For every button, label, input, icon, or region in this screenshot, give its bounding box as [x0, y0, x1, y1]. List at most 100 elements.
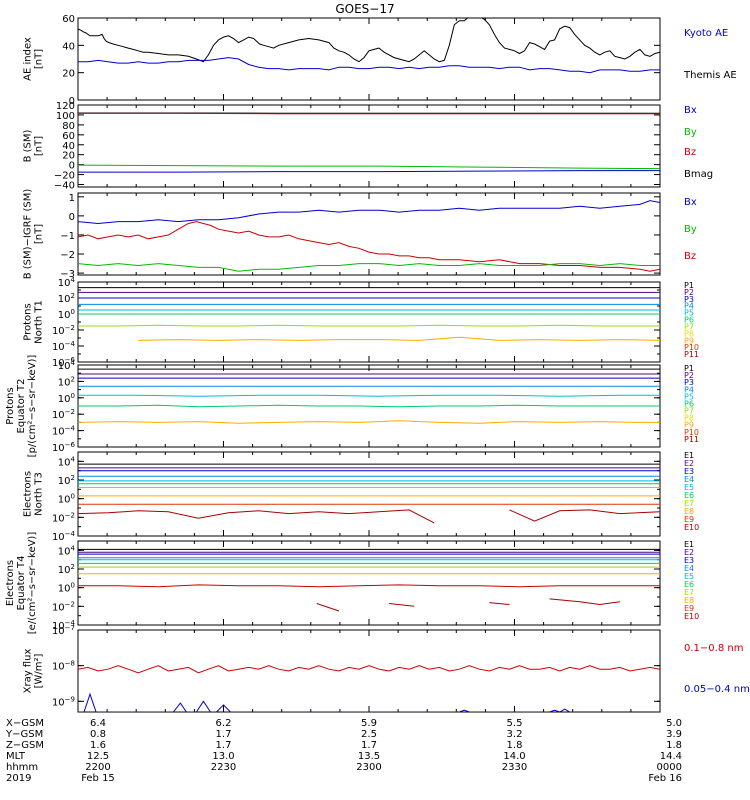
series-line-eequator-11 — [489, 602, 510, 605]
series-line-xray-1 — [78, 692, 575, 712]
y-tick-label: 100 — [58, 493, 75, 506]
time-tick-label-gsm_z: 1.7 — [216, 740, 232, 751]
legend-label: Kyoto AE — [684, 28, 728, 39]
series-line-bsm-3 — [78, 170, 660, 173]
legend-label: Bx — [684, 197, 697, 208]
legend-xray: 0.1−0.8 nm 0.05−0.4 nm — [684, 643, 750, 695]
y-tick-label: −1 — [60, 231, 75, 242]
time-tick-label-gsm_y: 3.2 — [507, 729, 523, 740]
y-tick-label: 10−2 — [52, 324, 75, 337]
legend-label: P1 — [684, 364, 694, 373]
y-tick-label: 40 — [62, 41, 75, 52]
y-axis-label: [p/(cm²−s−sr−keV)] — [27, 355, 38, 458]
panel-eequator: 104 102 100 10−2 10−4 Electrons Equator T4 [e/(… — [5, 532, 699, 635]
y-tick-label: 10−2 — [52, 408, 75, 421]
y-tick-label: −20 — [54, 171, 75, 182]
y-tick-label: 10−6 — [52, 356, 76, 369]
y-tick-label: 20 — [62, 69, 75, 80]
legend-label: P4 — [684, 385, 694, 394]
panel-frame — [77, 192, 661, 276]
time-row-label: Z−GSM — [6, 740, 44, 751]
legend-label: E2 — [684, 548, 694, 557]
y-tick-label: 10−7 — [52, 624, 75, 637]
time-tick-label-gsm_z: 1.8 — [507, 740, 523, 751]
y-tick-label: 10−8 — [52, 660, 75, 673]
time-tick-label-mlt: 14.0 — [503, 751, 525, 762]
y-tick-label: 60 — [62, 14, 75, 25]
time-tick-label-mlt: 12.5 — [87, 751, 109, 762]
y-tick-label: 0 — [69, 96, 75, 107]
legend-label: E5 — [684, 572, 694, 581]
y-axis-label: [e/(cm²−s−sr−keV)] — [27, 532, 38, 635]
legend-label: P11 — [684, 435, 699, 444]
series-line-eequator-9 — [316, 603, 340, 612]
panel-bigrf: −3 −2 −1 0 1 B (SM)−IGRF (SM) [nT] Bx By Bz — [23, 189, 697, 280]
y-tick-label: 104 — [58, 359, 76, 372]
time-tick-label-gsm_x: 6.2 — [216, 718, 232, 729]
y-axis-label: B (SM)−IGRF (SM) — [23, 189, 34, 280]
legend-label: P5 — [684, 309, 694, 318]
y-axis-label: Electrons — [23, 471, 34, 517]
y-tick-label: 20 — [62, 151, 75, 162]
y-tick-label: 10−2 — [52, 511, 75, 524]
time-tick-label-mlt: 13.5 — [358, 751, 380, 762]
legend-label: P11 — [684, 350, 699, 359]
y-tick-label: 60 — [62, 131, 75, 142]
series-line-pequator-5 — [78, 404, 660, 408]
legend-label: E9 — [684, 515, 694, 524]
series-line-ae-0 — [78, 18, 660, 63]
time-row-label: MLT — [6, 751, 26, 762]
legend-label: P6 — [684, 399, 694, 408]
legend-bigrf: Bx By Bz — [684, 197, 697, 262]
panel-frame — [77, 104, 661, 188]
y-tick-label: 100 — [58, 308, 75, 321]
y-tick-label: 104 — [58, 455, 76, 468]
legend-label: P2 — [684, 371, 694, 380]
legend-label: P8 — [684, 329, 694, 338]
legend-label: P1 — [684, 281, 694, 290]
legend-label: E10 — [684, 612, 699, 621]
time-row-label: X−GSM — [6, 718, 44, 729]
y-axis-label: [W/m²] — [34, 653, 45, 688]
legend-label: P2 — [684, 288, 694, 297]
y-axis-label: Electrons — [5, 560, 16, 606]
legend-label: P10 — [684, 428, 699, 437]
legend-label: By — [684, 224, 697, 235]
series-line-bigrf-0 — [78, 200, 660, 225]
time-row-label: hhmm — [6, 762, 38, 773]
legend-label: E3 — [684, 556, 694, 565]
legend-label: P3 — [684, 295, 694, 304]
legend-label: P5 — [684, 392, 694, 401]
time-axis-labels: X−GSMY−GSMZ−GSMMLThhmm20196.40.81.612.52… — [5, 718, 682, 784]
legend-label: E3 — [684, 467, 694, 476]
series-line-xray-0 — [78, 665, 660, 674]
series-line-pnorth-6 — [78, 324, 660, 327]
legend-label: P3 — [684, 378, 694, 387]
time-tick-label-mlt: 13.0 — [212, 751, 234, 762]
panel-ae: 0 20 40 60 AE index [nT] Kyoto AE Themis AE — [23, 14, 737, 107]
time-tick-label-hhmm: 2330 — [502, 762, 527, 773]
legend-label: E6 — [684, 580, 694, 589]
y-tick-label: 80 — [62, 121, 75, 132]
y-tick-label: 10−9 — [52, 695, 75, 708]
y-tick-label: 10−4 — [52, 425, 76, 438]
y-tick-label: 10−6 — [52, 441, 76, 454]
panel-pnorth: 104 102 100 10−2 10−4 10−6 Protons North T1 P1P2… — [23, 276, 700, 369]
legend-label: P10 — [684, 343, 699, 352]
legend-label: E4 — [684, 564, 694, 573]
time-tick-label-gsm_y: 2.5 — [361, 729, 377, 740]
legend-label: E5 — [684, 483, 694, 492]
legend-label: P9 — [684, 421, 694, 430]
legend-label: 0.05−0.4 nm — [684, 684, 750, 695]
time-tick-label-gsm_z: 1.8 — [666, 740, 682, 751]
y-tick-label: 120 — [56, 101, 75, 112]
panel-frame — [77, 629, 661, 713]
y-tick-label: −3 — [60, 269, 75, 280]
y-tick-label: 104 — [58, 276, 76, 289]
